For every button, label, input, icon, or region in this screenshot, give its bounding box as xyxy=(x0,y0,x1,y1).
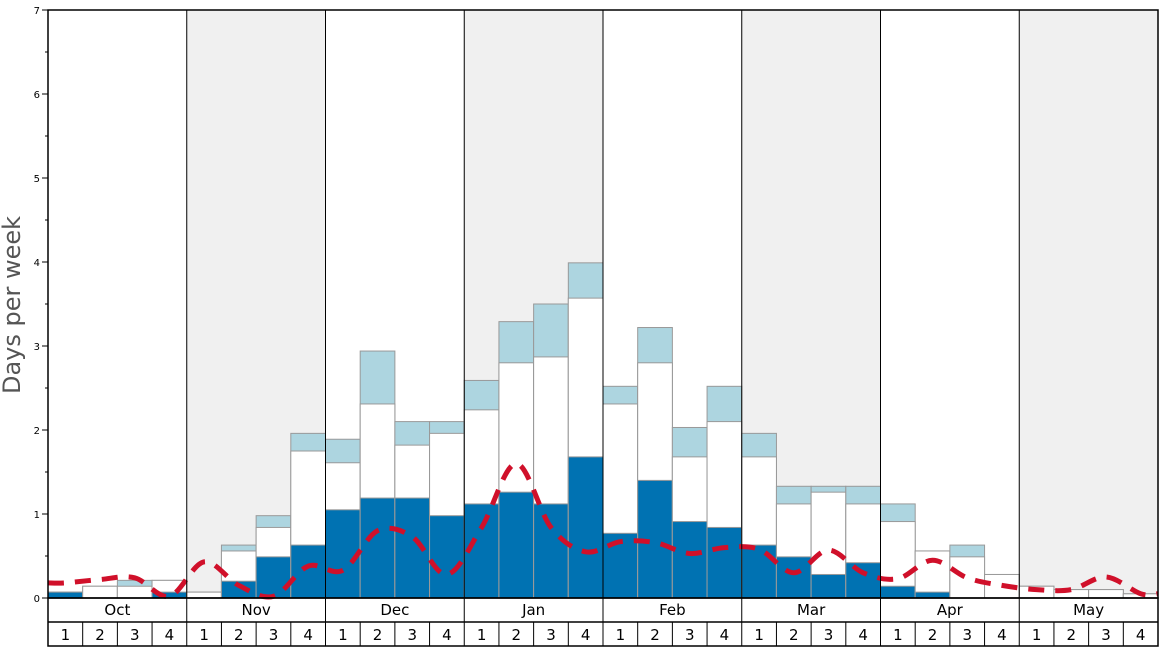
month-label-may: May xyxy=(1073,601,1104,619)
week-label: 4 xyxy=(720,626,730,644)
week-label: 1 xyxy=(893,626,903,644)
week-label: 3 xyxy=(407,626,417,644)
week-label: 2 xyxy=(95,626,105,644)
week-label: 2 xyxy=(1067,626,1077,644)
bar-dark-19 xyxy=(671,521,708,599)
week-label: 1 xyxy=(1032,626,1042,644)
week-label: 4 xyxy=(303,626,313,644)
y-tick-label: 7 xyxy=(34,6,40,17)
week-label: 4 xyxy=(1136,626,1146,644)
week-label: 3 xyxy=(269,626,279,644)
bar-dark-8 xyxy=(290,544,326,599)
bar-dark-15 xyxy=(533,503,569,599)
month-label-apr: Apr xyxy=(937,601,964,619)
week-label: 2 xyxy=(512,626,522,644)
month-label-oct: Oct xyxy=(104,601,130,619)
line-layer xyxy=(47,461,1159,600)
week-label: 2 xyxy=(789,626,799,644)
week-label: 4 xyxy=(581,626,591,644)
bar-dark-22 xyxy=(775,556,812,599)
bar-dark-1 xyxy=(47,591,84,599)
month-label-dec: Dec xyxy=(380,601,409,619)
y-tick-label: 3 xyxy=(34,342,40,353)
bars-layer xyxy=(47,262,1159,599)
week-label: 1 xyxy=(616,626,626,644)
week-label: 4 xyxy=(858,626,868,644)
month-label-nov: Nov xyxy=(241,601,270,619)
month-shade-may xyxy=(1019,10,1158,598)
week-label: 2 xyxy=(928,626,938,644)
bar-dark-9 xyxy=(325,509,361,599)
bar-middle-31 xyxy=(1088,589,1124,599)
week-label: 2 xyxy=(373,626,383,644)
week-label: 4 xyxy=(165,626,175,644)
y-tick-label: 1 xyxy=(34,510,40,521)
bar-dark-26 xyxy=(914,591,951,599)
week-label: 2 xyxy=(234,626,244,644)
week-label: 4 xyxy=(442,626,452,644)
bar-dark-7 xyxy=(255,556,292,599)
dashed-series-line xyxy=(47,461,1159,600)
bar-dark-12 xyxy=(429,515,465,599)
bar-dark-24 xyxy=(845,562,881,599)
week-label: 3 xyxy=(962,626,972,644)
week-label: 3 xyxy=(1101,626,1111,644)
bar-dark-20 xyxy=(706,526,743,599)
bar-dark-25 xyxy=(880,585,916,599)
bar-dark-16 xyxy=(567,456,604,599)
week-label: 3 xyxy=(546,626,556,644)
axes-layer: 0 1 2 3 4 5 6 7 Oct 1 2 3 4 Nov 1 2 3 4 Dec 1 2 3 4 Jan 1 2 3 4 Feb 1… xyxy=(34,6,1159,647)
week-label: 1 xyxy=(754,626,764,644)
week-label: 3 xyxy=(824,626,834,644)
week-label: 3 xyxy=(130,626,140,644)
week-label: 1 xyxy=(338,626,348,644)
week-label: 1 xyxy=(61,626,71,644)
bar-middle-3 xyxy=(116,585,153,599)
y-tick-label: 4 xyxy=(34,258,40,269)
week-label: 4 xyxy=(997,626,1007,644)
month-label-jan: Jan xyxy=(521,601,545,619)
y-tick-label: 5 xyxy=(34,174,40,185)
week-label: 1 xyxy=(199,626,209,644)
bar-dark-23 xyxy=(810,573,847,599)
y-axis-label: Days per week xyxy=(0,216,26,394)
week-label: 1 xyxy=(477,626,487,644)
week-label: 2 xyxy=(650,626,660,644)
y-tick-label: 2 xyxy=(34,426,40,437)
bar-middle-2 xyxy=(82,585,118,599)
week-label: 3 xyxy=(685,626,695,644)
bar-dark-14 xyxy=(498,491,535,599)
month-label-feb: Feb xyxy=(659,601,686,619)
y-tick-label: 0 xyxy=(34,594,40,605)
bar-middle-5 xyxy=(186,591,222,599)
y-tick-label: 6 xyxy=(34,90,40,101)
bar-dark-10 xyxy=(359,497,396,599)
bar-middle-27 xyxy=(949,556,986,599)
month-label-mar: Mar xyxy=(797,601,826,619)
bar-dark-21 xyxy=(741,544,777,599)
